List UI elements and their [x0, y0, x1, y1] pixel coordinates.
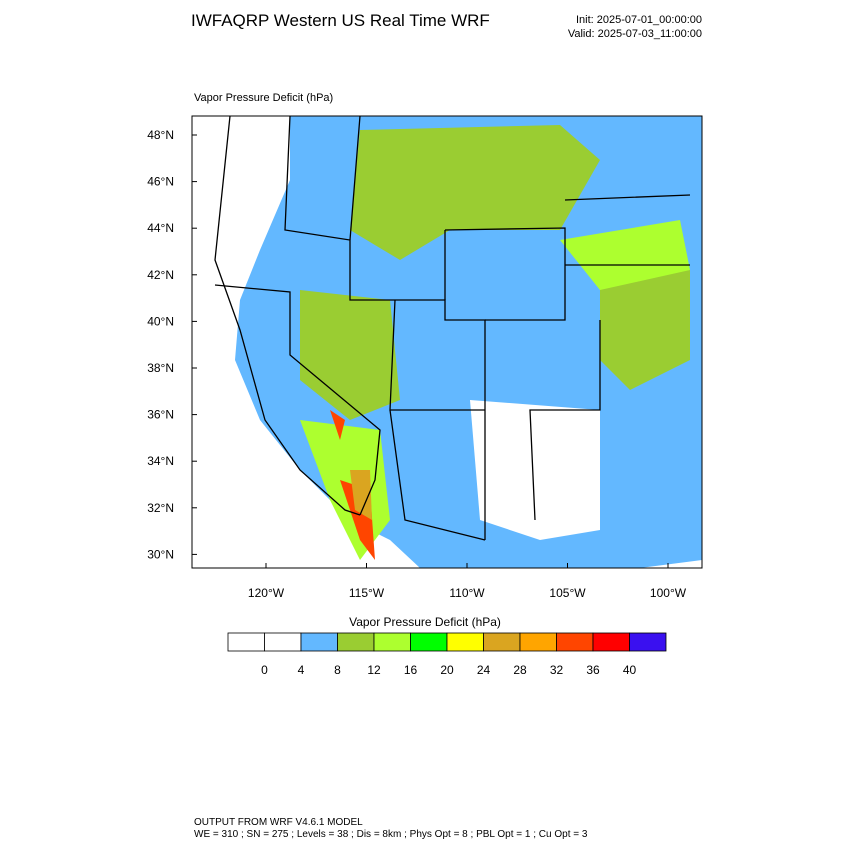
title: IWFAQRP Western US Real Time WRF: [191, 11, 490, 30]
colorbar-label: 36: [586, 663, 600, 677]
colorbar-label: 24: [477, 663, 491, 677]
colorbar-label: 28: [513, 663, 527, 677]
footer-line: WE = 310 ; SN = 275 ; Levels = 38 ; Dis …: [194, 829, 588, 840]
colorbar-box: [592, 632, 630, 652]
colorbar-label: 0: [261, 663, 268, 677]
valid-time: Valid: 2025-07-03_11:00:00: [568, 28, 702, 40]
colorbar-label: 40: [623, 663, 637, 677]
colorbar-box: [337, 632, 375, 652]
vpd-field: [560, 220, 690, 290]
vpd-field: [350, 470, 372, 520]
colorbar-box: [483, 632, 521, 652]
vpd-field: [470, 400, 600, 540]
colorbar-box: [519, 632, 557, 652]
lat-label: 32°N: [147, 501, 174, 515]
lon-label: 110°W: [449, 586, 485, 600]
colorbar-label: 12: [367, 663, 381, 677]
colorbar-title: Vapor Pressure Deficit (hPa): [349, 615, 501, 629]
colorbar-box: [227, 632, 265, 652]
colorbar-label: 4: [298, 663, 305, 677]
colorbar-box: [556, 632, 594, 652]
colorbar-label: 32: [550, 663, 564, 677]
vpd-field: [350, 125, 600, 260]
colorbar-label: 20: [440, 663, 454, 677]
vpd-field: [600, 270, 690, 390]
lon-label: 120°W: [248, 586, 285, 600]
axis-labels: 48°N 46°N 44°N 42°N 40°N 38°N 36°N 34°N 32°N 30°N…: [147, 128, 687, 600]
lat-label: 48°N: [147, 128, 174, 142]
lat-label: 38°N: [147, 361, 174, 375]
init-time: Init: 2025-07-01_00:00:00: [576, 14, 702, 26]
colorbar-box: [629, 632, 667, 652]
lat-label: 46°N: [147, 175, 174, 189]
lat-label: 30°N: [147, 547, 174, 561]
colorbar-box: [446, 632, 484, 652]
colorbar-box: [373, 632, 411, 652]
lon-label: 115°W: [349, 586, 385, 600]
lon-label: 105°W: [549, 586, 586, 600]
colorbar-label: 8: [334, 663, 341, 677]
lat-label: 36°N: [147, 408, 174, 422]
colorbar-box: [264, 632, 302, 652]
lon-label: 100°W: [650, 586, 687, 600]
vpd-field: [300, 290, 400, 420]
map: [191, 115, 703, 569]
colorbar: 0 4 8 12 16 20 24 28 32 36 40: [227, 632, 667, 677]
lat-label: 44°N: [147, 221, 174, 235]
lat-label: 42°N: [147, 268, 174, 282]
colorbar-box: [300, 632, 338, 652]
map-frame: [191, 115, 703, 569]
colorbar-label: 16: [404, 663, 418, 677]
map-title: Vapor Pressure Deficit (hPa): [194, 92, 333, 104]
colorbar-box: [410, 632, 448, 652]
footer-line: OUTPUT FROM WRF V4.6.1 MODEL: [194, 817, 363, 828]
lat-label: 34°N: [147, 454, 174, 468]
lat-label: 40°N: [147, 314, 174, 328]
